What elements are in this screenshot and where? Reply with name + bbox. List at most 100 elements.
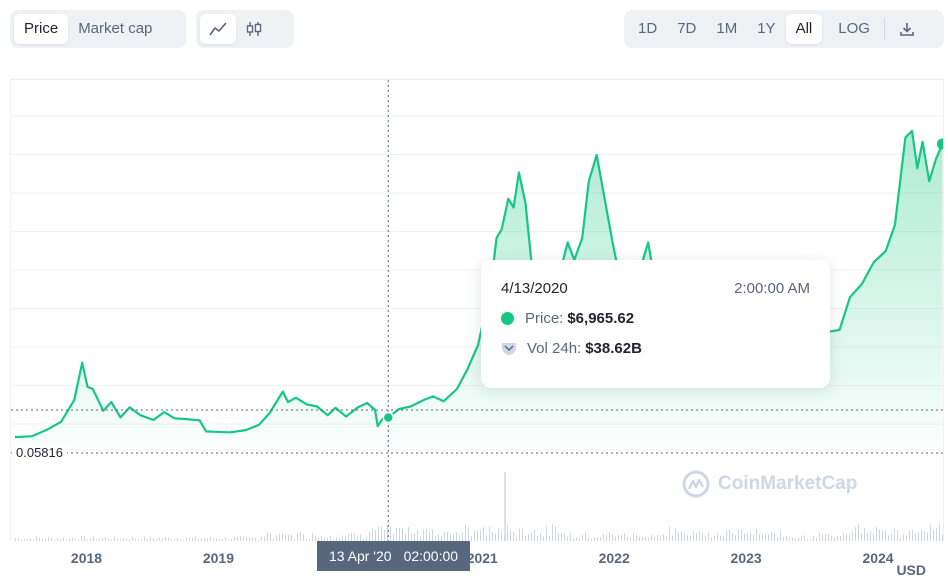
range-1y[interactable]: 1Y — [757, 20, 776, 37]
volume-bar — [765, 533, 766, 541]
volume-bar — [225, 537, 226, 541]
line-chart-icon[interactable] — [200, 14, 236, 44]
volume-bar — [369, 531, 370, 541]
volume-bar — [846, 534, 847, 541]
volume-bar — [15, 538, 16, 541]
range-1d[interactable]: 1D — [638, 20, 658, 37]
volume-bar — [864, 527, 865, 541]
volume-bar — [777, 537, 778, 541]
price-dot-icon — [501, 312, 514, 325]
volume-bar — [33, 539, 34, 541]
x-tick-label: 2019 — [202, 550, 234, 566]
volume-bar — [690, 535, 691, 541]
volume-bar — [930, 525, 931, 541]
volume-bar — [150, 536, 151, 541]
volume-bar — [51, 537, 52, 541]
volume-bar — [840, 536, 841, 541]
volume-bar — [405, 533, 406, 541]
volume-bar — [474, 530, 475, 541]
volume-bar — [852, 531, 853, 541]
volume-bar — [243, 536, 244, 541]
volume-bar — [822, 533, 823, 541]
volume-bar — [381, 526, 382, 541]
volume-bar — [669, 526, 670, 541]
volume-bar — [780, 530, 781, 541]
volume-bar — [618, 535, 619, 541]
volume-bar — [372, 528, 373, 541]
volume-bar — [216, 538, 217, 541]
volume-bar — [795, 538, 796, 541]
volume-bar — [876, 527, 877, 541]
volume-bar — [888, 535, 889, 541]
chart-type-toggle — [196, 10, 294, 48]
volume-bar — [123, 537, 124, 541]
volume-bar — [936, 527, 937, 541]
range-7d[interactable]: 7D — [677, 20, 697, 37]
volume-bar — [921, 530, 922, 541]
volume-bar — [480, 530, 481, 541]
volume-bar — [414, 533, 415, 541]
volume-bar — [903, 534, 904, 541]
volume-bar — [423, 530, 424, 541]
volume-bar — [456, 532, 457, 541]
download-icon[interactable] — [889, 14, 925, 44]
volume-bar — [621, 534, 622, 541]
range-selector: 1D 7D 1M 1Y All LOG — [624, 10, 944, 48]
volume-bar — [393, 533, 394, 541]
volume-bar — [870, 530, 871, 541]
volume-bar — [591, 538, 592, 541]
log-scale-button[interactable]: LOG — [838, 20, 870, 37]
volume-bar — [750, 532, 751, 541]
volume-bar — [258, 539, 259, 541]
volume-bar — [75, 539, 76, 541]
volume-bar — [879, 529, 880, 541]
volume-bar — [609, 532, 610, 541]
volume-bar — [45, 538, 46, 541]
volume-bar — [603, 533, 604, 541]
volume-bar — [813, 535, 814, 541]
volume-bar — [63, 537, 64, 541]
volume-bar — [252, 537, 253, 541]
volume-bar — [828, 533, 829, 541]
volume-bar — [489, 526, 490, 541]
latest-point — [936, 138, 943, 150]
volume-bar — [396, 527, 397, 541]
volume-bar — [168, 537, 169, 541]
volume-bar — [267, 532, 268, 541]
volume-bar — [201, 538, 202, 541]
volume-bar — [462, 532, 463, 541]
tab-price[interactable]: Price — [14, 14, 69, 44]
volume-bar — [375, 530, 376, 541]
x-tick-label: 2023 — [730, 550, 762, 566]
volume-bar — [942, 534, 943, 541]
range-1m[interactable]: 1M — [716, 20, 738, 37]
candlestick-icon[interactable] — [236, 14, 272, 44]
volume-bar — [342, 535, 343, 541]
x-tick-label: 2018 — [70, 550, 103, 566]
hover-time: 02:00:00 — [403, 548, 459, 564]
toolbar-divider — [883, 18, 885, 40]
tooltip-price-label: Price: — [525, 310, 564, 327]
volume-icon — [501, 342, 517, 356]
volume-bar — [624, 532, 625, 541]
volume-bar — [177, 538, 178, 541]
tooltip-volume-label: Vol 24h: — [527, 340, 582, 357]
volume-bar — [588, 537, 589, 541]
range-all[interactable]: All — [785, 14, 823, 44]
volume-bar — [132, 536, 133, 541]
volume-bar — [612, 534, 613, 541]
tab-market-cap[interactable]: Market cap — [78, 20, 153, 37]
volume-bar — [84, 536, 85, 541]
volume-bar — [771, 531, 772, 541]
volume-bar — [408, 526, 409, 541]
volume-bar — [186, 538, 187, 541]
volume-bar — [156, 539, 157, 541]
volume-bar — [831, 536, 832, 541]
volume-bar — [606, 535, 607, 541]
volume-bar — [849, 533, 850, 541]
hover-date: 13 Apr '20 — [328, 548, 392, 564]
volume-bar — [162, 538, 163, 541]
volume-bar — [24, 539, 25, 541]
volume-bar — [810, 538, 811, 541]
volume-bar — [774, 532, 775, 541]
